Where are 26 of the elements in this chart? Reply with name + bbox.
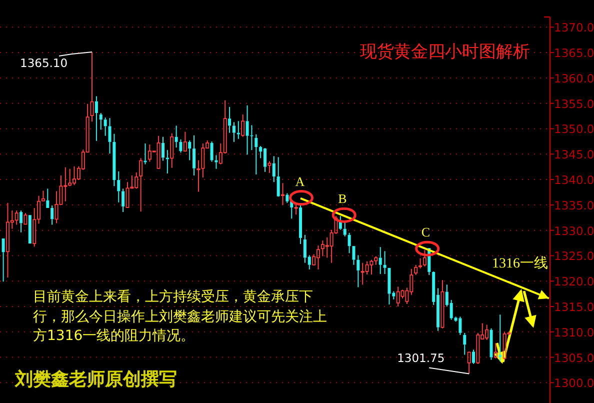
y-tick-label: 1355.0 [554,96,594,111]
y-tick-label: 1335.0 [554,198,594,212]
annotation: A [295,174,306,189]
y-tick-label: 1305.0 [554,350,594,365]
annotation: C [421,224,430,240]
y-tick-label: 1325.0 [554,249,594,264]
annotation: 1301.75 [397,350,445,365]
title: 现货黄金四小时图解析 [360,42,530,61]
y-tick-label: 1340.0 [554,173,594,188]
label-low: 1301.75 [397,350,470,374]
annotation: 1316一线 [492,255,548,272]
annotation: B [338,191,348,206]
y-tick-label: 1300.0 [554,376,594,390]
annotation: 目前黄金上来看，上方持续受压，黄金承压下行，那么今日操作上刘樊鑫老师建议可先关注上方1316一线的阻力情况。 [33,288,328,346]
y-tick-label: 1310.0 [554,325,594,340]
y-tick-label: 1370.0 [554,20,594,35]
annotation: 刘樊鑫老师原创撰写 [14,369,177,390]
y-tick-label: 1320.0 [554,274,594,289]
y-tick-label: 1315.0 [554,300,594,314]
y-tick-label: 1345.0 [554,148,594,162]
y-tick-label: 1360.0 [554,71,594,86]
label-high: 1365.10 [20,52,93,70]
y-tick-label: 1330.0 [554,224,594,238]
y-tick-label: 1350.0 [554,122,594,136]
y-tick-label: 1365.0 [554,46,594,60]
annotation: 1365.10 [20,56,68,70]
